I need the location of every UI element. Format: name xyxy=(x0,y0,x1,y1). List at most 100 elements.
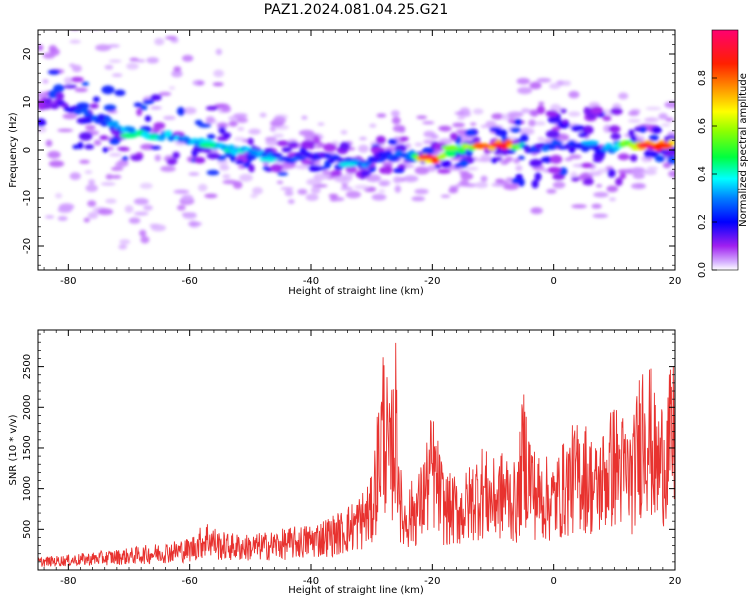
spectrogram-cell xyxy=(139,182,153,189)
spectrogram-cell xyxy=(465,166,479,171)
spectrogram-cell xyxy=(104,64,114,70)
spectrogram-cell xyxy=(166,158,177,166)
spectrogram-cell xyxy=(181,194,194,203)
x-tick-label: 20 xyxy=(669,576,682,587)
spectrogram-cell xyxy=(130,154,143,161)
spectrogram-cell xyxy=(549,154,563,164)
colorbar-tick-label: 0.0 xyxy=(697,262,708,278)
spectrogram-cell xyxy=(416,115,428,120)
spectrogram-cell xyxy=(48,160,65,168)
spectrogram-cell xyxy=(202,147,212,153)
spectrogram-cell xyxy=(114,89,126,97)
spectrogram-cell xyxy=(617,153,630,161)
spectrogram-cell xyxy=(197,81,204,86)
spectrogram-cell xyxy=(491,183,507,187)
spectrogram-cell xyxy=(236,117,248,123)
spectrogram-cell xyxy=(171,70,183,78)
spectrogram-cell xyxy=(204,193,218,199)
spectrogram-cell xyxy=(149,223,161,228)
spectrogram-cell xyxy=(414,188,429,195)
spectrogram-cell xyxy=(306,178,322,186)
spectrogram-cell xyxy=(454,111,465,115)
spectrogram-cell xyxy=(57,206,73,213)
spectrogram-cell xyxy=(449,132,458,141)
spectrogram-cell xyxy=(154,37,165,46)
spectrogram-cell xyxy=(105,198,117,204)
x-tick-label: 20 xyxy=(669,276,682,287)
spectrogram-cell xyxy=(440,194,451,198)
spectrogram-cell xyxy=(265,139,279,146)
spectrogram-cell xyxy=(173,189,190,194)
spectrogram-cell xyxy=(38,118,47,127)
spectrogram-cell xyxy=(534,121,546,126)
spectrogram-cell xyxy=(610,107,623,115)
spectrogram-cell xyxy=(108,59,122,63)
spectrogram-cell xyxy=(188,172,200,176)
spectrogram-cell xyxy=(328,193,339,198)
spectrogram-cell xyxy=(78,132,93,141)
spectrogram-cell xyxy=(216,123,229,127)
spectrogram-cell xyxy=(69,39,81,44)
spectrogram-cell xyxy=(89,103,99,109)
spectrogram-cell xyxy=(345,190,361,199)
spectrogram-ridge-cell xyxy=(554,140,563,146)
spectrogram-cell xyxy=(221,105,231,113)
spectrogram-cell xyxy=(124,205,134,214)
spectrogram-cell xyxy=(547,116,562,124)
spectrogram-cell xyxy=(105,174,113,180)
x-tick-label: -20 xyxy=(424,276,440,287)
spectrogram-cell xyxy=(571,204,587,209)
spectrogram-cell xyxy=(440,160,452,168)
spectrogram-cell xyxy=(158,91,172,96)
spectrogram-cell xyxy=(182,54,194,62)
spectrogram-cell xyxy=(150,145,162,150)
spectrogram-cell xyxy=(87,200,97,207)
spectrogram-cell xyxy=(630,135,637,143)
x-tick-label: 0 xyxy=(550,276,556,287)
spectrogram-cell xyxy=(121,156,129,161)
spectrogram-cell xyxy=(382,147,397,151)
spectrogram-cell xyxy=(588,171,602,177)
spectrogram-cell xyxy=(126,62,139,70)
spectrogram-cell xyxy=(393,167,405,174)
spectrogram-cell xyxy=(79,159,90,164)
spectrogram-ridge-cell xyxy=(80,108,89,114)
spectrogram-cell xyxy=(632,172,645,180)
spectrogram-cell xyxy=(608,197,617,202)
spectrogram-cell xyxy=(176,106,186,116)
spectrogram-cell xyxy=(118,147,130,152)
spectrogram-cell xyxy=(475,181,488,189)
spectrogram-cell xyxy=(46,25,61,28)
spectrogram-cell xyxy=(582,125,594,135)
spectrogram-cell xyxy=(317,122,325,126)
spectrogram-cell xyxy=(476,158,492,162)
spectrogram-cell xyxy=(194,119,203,126)
spectrogram-cell xyxy=(176,204,186,211)
spectrogram-cell xyxy=(280,187,294,191)
spectrogram-cell xyxy=(310,186,321,194)
spectrogram-cell xyxy=(67,21,79,29)
spectrogram-cell xyxy=(89,0,96,2)
y-tick-label: 2500 xyxy=(22,354,33,379)
spectrogram-cell xyxy=(662,162,672,169)
spectrogram-cell xyxy=(592,213,609,218)
spectrogram-cell xyxy=(470,122,477,126)
spectrogram-cell xyxy=(111,73,123,77)
spectrogram-cell xyxy=(517,87,533,95)
spectrogram-cell xyxy=(610,133,621,140)
spectrogram-cell xyxy=(212,82,224,87)
spectrogram-cell xyxy=(489,126,502,132)
spectrogram-cell xyxy=(301,115,308,120)
spectrogram-cell xyxy=(480,175,488,182)
spectrogram-ridge-cell xyxy=(60,103,69,108)
colorbar-tick-label: 0.2 xyxy=(697,214,708,230)
spectrogram-ridge-cell xyxy=(344,157,353,163)
spectrogram-cell xyxy=(345,166,358,174)
spectrogram-cell xyxy=(393,176,402,184)
spectrogram-cell xyxy=(69,172,81,181)
spectrogram-peak xyxy=(441,145,460,151)
spectrogram-cell xyxy=(323,143,337,152)
spectrogram-cell xyxy=(340,186,353,191)
spectrogram-cell xyxy=(93,139,102,146)
x-tick-label: -60 xyxy=(181,276,197,287)
